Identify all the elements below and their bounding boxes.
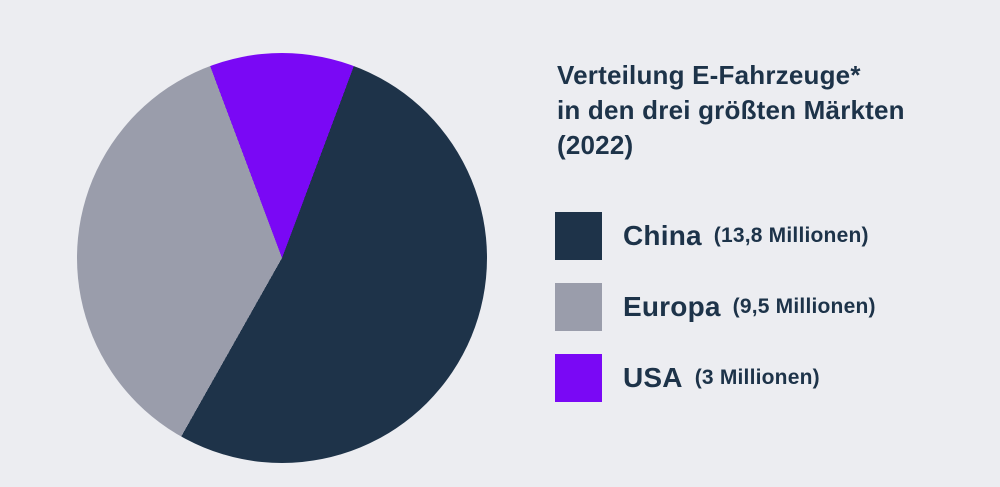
usa-color-swatch: [555, 354, 602, 402]
right-panel: Verteilung E-Fahrzeuge* in den drei größ…: [557, 58, 977, 163]
europa-color-swatch: [555, 283, 602, 331]
legend-value: (13,8 Millionen): [713, 224, 869, 247]
pie-chart: [77, 53, 487, 463]
legend: China (13,8 Millionen) Europa (9,5 Milli…: [555, 212, 876, 425]
legend-value: (9,5 Millionen): [732, 295, 876, 318]
chart-title: Verteilung E-Fahrzeuge* in den drei größ…: [557, 60, 905, 160]
china-color-swatch: [555, 212, 602, 260]
legend-item-europa: Europa (9,5 Millionen): [555, 283, 876, 331]
legend-label: Europa: [623, 291, 721, 322]
legend-item-china: China (13,8 Millionen): [555, 212, 876, 260]
legend-item-usa: USA (3 Millionen): [555, 354, 876, 402]
legend-label: USA: [623, 362, 683, 393]
legend-value: (3 Millionen): [694, 366, 820, 389]
legend-label: China: [623, 220, 702, 251]
